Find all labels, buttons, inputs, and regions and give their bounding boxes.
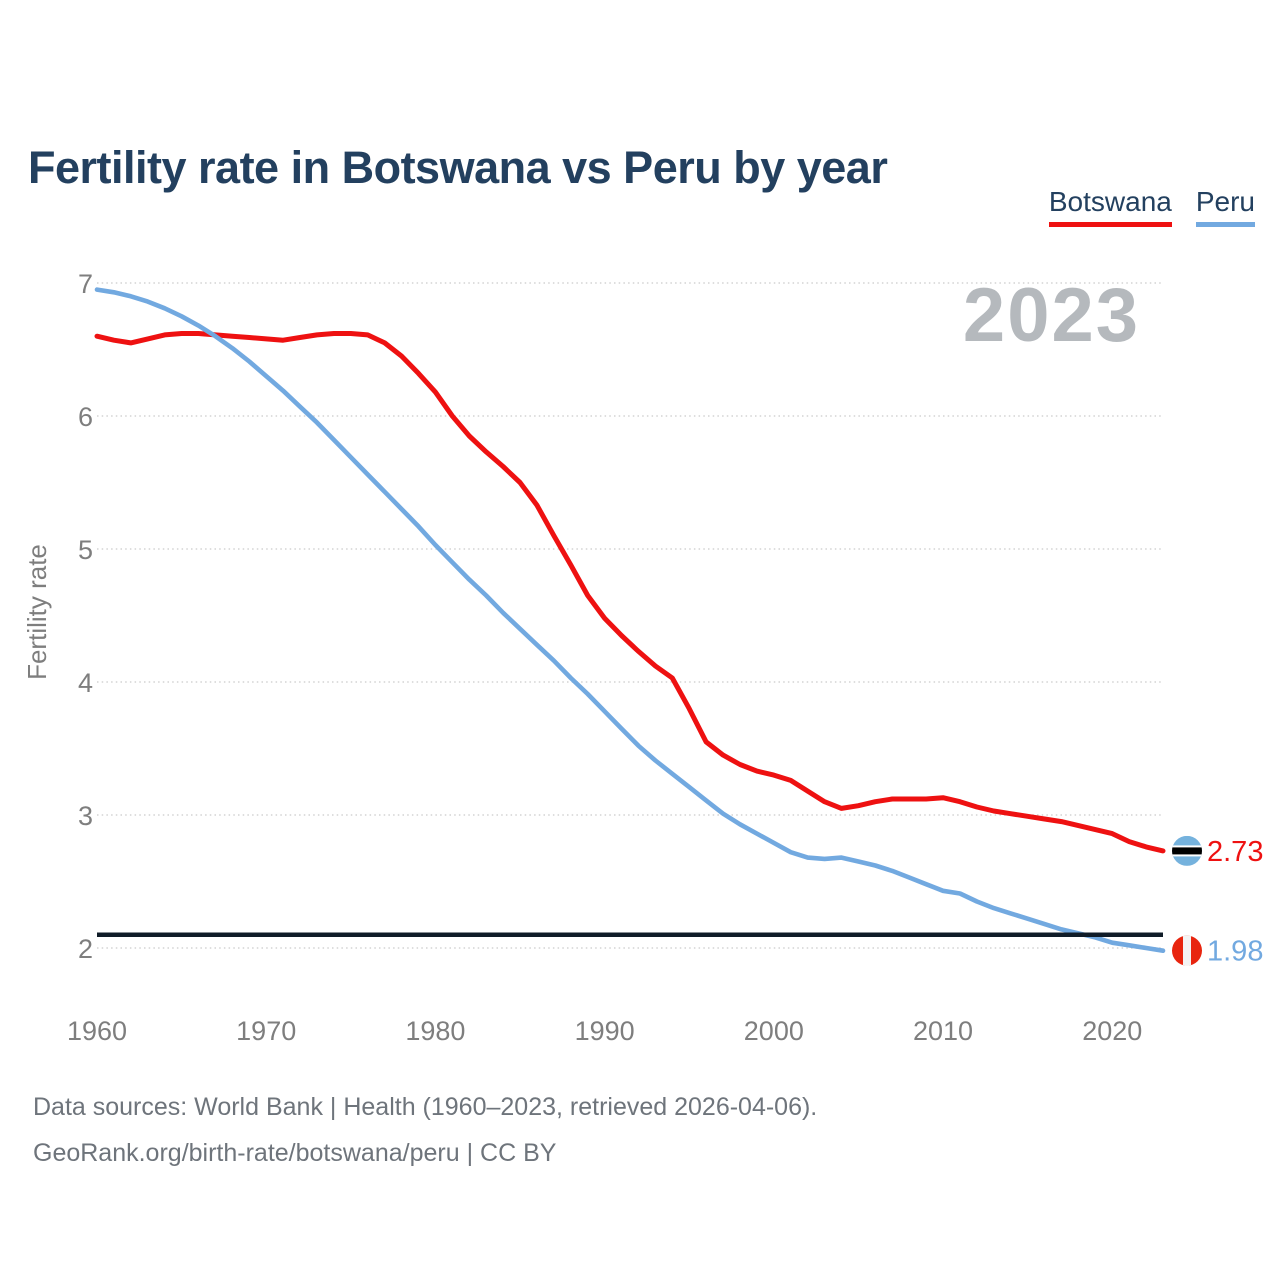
y-tick-label: 4 bbox=[78, 668, 93, 698]
x-tick-label: 2000 bbox=[744, 1016, 804, 1046]
x-tick-label: 2020 bbox=[1082, 1016, 1142, 1046]
x-tick-label: 1970 bbox=[236, 1016, 296, 1046]
peru-value-label: 1.98 bbox=[1207, 936, 1263, 968]
x-tick-label: 2010 bbox=[913, 1016, 973, 1046]
legend-item-peru[interactable]: Peru bbox=[1195, 186, 1255, 227]
y-tick-label: 6 bbox=[78, 402, 93, 432]
botswana-line[interactable] bbox=[94, 331, 1166, 854]
footer-data-sources: Data sources: World Bank | Health (1960–… bbox=[33, 1093, 818, 1121]
x-tick-label: 1960 bbox=[67, 1016, 127, 1046]
peru-line[interactable] bbox=[94, 287, 1166, 954]
legend: Botswana Peru bbox=[1048, 186, 1255, 227]
botswana-value-label: 2.73 bbox=[1207, 836, 1263, 868]
year-watermark: 2023 bbox=[963, 273, 1140, 358]
y-tick-label: 5 bbox=[78, 535, 93, 565]
y-tick-label: 7 bbox=[78, 269, 93, 299]
footer: Data sources: World Bank | Health (1960–… bbox=[33, 1084, 817, 1176]
botswana-flag-icon bbox=[1172, 835, 1202, 866]
gridlines: 2 3 4 5 6 7 1960 1970 1980 1990 2000 2010 2020 bbox=[67, 269, 1163, 1046]
y-tick-label: 3 bbox=[78, 801, 93, 831]
footer-attribution: GeoRank.org/birth-rate/botswana/peru | C… bbox=[33, 1139, 557, 1167]
y-tick-label: 2 bbox=[78, 934, 93, 964]
x-tick-label: 1990 bbox=[575, 1016, 635, 1046]
peru-flag-icon bbox=[1172, 935, 1202, 966]
x-tick-label: 1980 bbox=[405, 1016, 465, 1046]
y-axis-title: Fertility rate bbox=[22, 544, 52, 680]
chart-title: Fertility rate in Botswana vs Peru by ye… bbox=[28, 142, 888, 194]
legend-item-botswana[interactable]: Botswana bbox=[1048, 186, 1172, 227]
